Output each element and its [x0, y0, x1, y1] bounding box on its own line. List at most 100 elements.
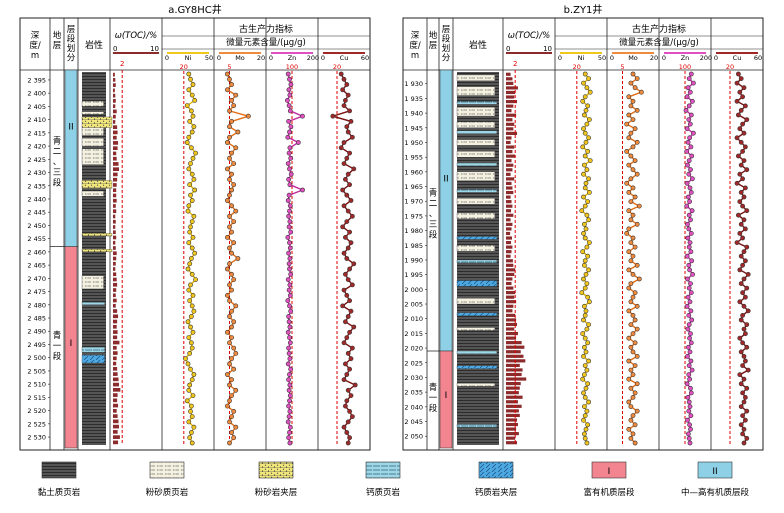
toc-bar: [506, 168, 513, 172]
element-point-ni: [587, 158, 593, 163]
toc-bar: [113, 430, 118, 434]
element-point-ni: [189, 414, 195, 419]
depth-tick-label: 2 440: [27, 195, 46, 203]
element-point-ni: [186, 134, 192, 140]
element-point-cu: [349, 414, 355, 419]
element-point-mo: [630, 167, 636, 173]
element-point-cu: [740, 413, 745, 419]
element-point-ni: [185, 208, 191, 214]
element-point-zn: [687, 404, 693, 409]
lithology-calcint-layer: [456, 312, 498, 316]
element-point-cu: [344, 219, 350, 224]
element-point-cu: [738, 404, 744, 409]
lithology-silty-layer: [456, 107, 495, 117]
element-point-cu: [741, 217, 747, 223]
element-point-zn: [688, 230, 694, 236]
element-point-zn: [688, 385, 693, 391]
toc-bar: [113, 72, 115, 77]
element-point-cu: [345, 208, 351, 214]
element-point-mo: [224, 87, 230, 93]
toc-bar: [506, 163, 514, 167]
element-point-mo: [636, 276, 642, 282]
element-point-cu: [341, 250, 347, 256]
element-point-ni: [190, 155, 196, 161]
element-point-mo: [628, 130, 634, 136]
element-point-mo: [227, 298, 232, 304]
element-point-ni: [585, 381, 591, 387]
toc-bar: [113, 356, 117, 361]
element-point-mo: [245, 113, 251, 119]
toc-bar: [506, 95, 515, 99]
element-point-cu: [745, 271, 751, 277]
element-point-cu: [736, 212, 741, 218]
element-point-mo: [632, 244, 638, 250]
toc-bar: [113, 282, 118, 287]
element-point-cu: [738, 281, 744, 286]
element-point-ni: [188, 408, 193, 414]
paleo-header: 古生产力指标: [239, 23, 293, 35]
toc-bar: [113, 235, 117, 240]
depth-tick-label: 2 015: [404, 330, 423, 338]
lithology-silty-layer: [456, 121, 495, 128]
element-point-zn: [288, 155, 294, 161]
depth-tick-label: 2 005: [404, 301, 423, 309]
toc-bar: [506, 363, 520, 367]
element-point-mo: [231, 435, 237, 441]
element-point-mo: [630, 98, 636, 104]
toc-bar: [113, 219, 116, 224]
element-point-zn: [686, 76, 692, 81]
element-point-ni: [193, 277, 198, 282]
element-point-zn: [688, 308, 694, 314]
element-point-zn: [685, 162, 690, 168]
element-point-zn: [688, 290, 694, 296]
element-point-mo: [227, 213, 232, 219]
toc-axis-max: 10: [543, 45, 552, 53]
element-point-ni: [191, 424, 197, 430]
element-point-ni: [189, 171, 195, 177]
toc-bar: [506, 331, 518, 336]
element-point-mo: [224, 198, 230, 203]
element-point-zn: [287, 208, 292, 214]
element-point-ni: [186, 419, 192, 425]
toc-bar: [113, 340, 120, 345]
element-point-mo: [224, 71, 230, 77]
toc-bar: [506, 213, 514, 217]
element-point-zn: [686, 103, 692, 109]
element-point-zn: [288, 308, 294, 314]
element-point-ni: [584, 367, 590, 373]
element-point-cu: [348, 240, 354, 246]
toc-bar: [113, 377, 119, 382]
element-point-cu: [740, 176, 745, 182]
element-point-zn: [287, 129, 292, 135]
element-point-mo: [227, 155, 232, 161]
stratum-header: 地层: [53, 30, 62, 51]
element-point-ni: [189, 245, 195, 251]
element-point-cu: [734, 240, 740, 245]
element-point-zn: [287, 393, 293, 398]
element-point-ni: [583, 271, 589, 277]
element-point-ni: [188, 161, 193, 166]
element-point-zn: [690, 271, 695, 277]
element-point-zn: [686, 117, 692, 122]
element-point-mo: [630, 294, 636, 300]
element-point-zn: [687, 121, 693, 127]
element-point-ni: [584, 212, 590, 218]
legend-label-unitI: 富有机质层段: [583, 487, 635, 498]
element-point-zn: [688, 217, 693, 223]
legend-label-calc: 钙质页岩: [366, 487, 401, 498]
lithology-calcint-layer: [456, 365, 498, 369]
element-point-zn: [688, 144, 694, 150]
element-point-ni: [186, 387, 192, 393]
element-point-ni: [582, 303, 587, 309]
element-point-ni: [582, 235, 588, 241]
element-point-ni: [186, 71, 192, 77]
element-point-ni: [581, 126, 586, 132]
element-point-mo: [626, 208, 632, 214]
toc-bar: [113, 324, 117, 329]
element-point-zn: [286, 213, 291, 219]
unit-upper-label: II: [443, 175, 448, 185]
toc-bar: [506, 181, 512, 186]
element-point-cu: [351, 261, 357, 267]
element-point-mo: [227, 282, 232, 288]
